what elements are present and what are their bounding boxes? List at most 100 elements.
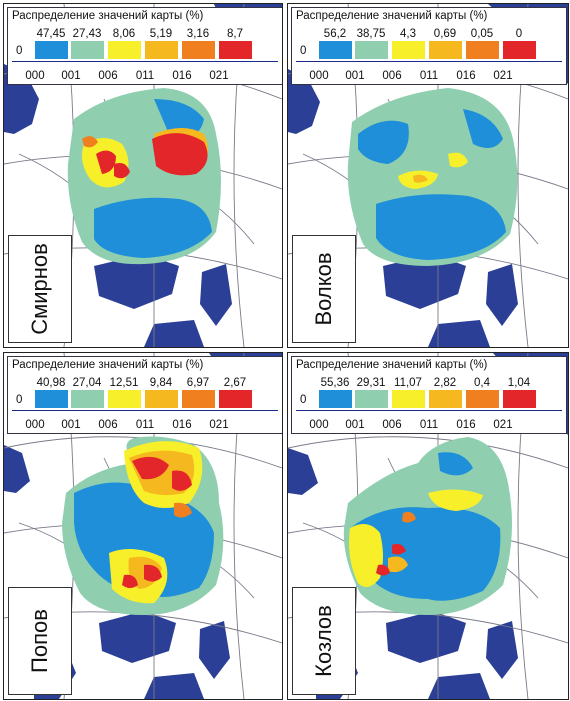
map-name-box: Козлов	[292, 587, 356, 695]
map-name: Козлов	[311, 605, 336, 677]
legend-zero-value: 0	[16, 45, 23, 57]
value-field	[347, 88, 518, 266]
legend-value: 2,82	[433, 377, 457, 389]
legend-value: 3,16	[186, 28, 210, 40]
legend-value: 0,4	[474, 377, 490, 389]
legend-value: 6,97	[186, 377, 210, 389]
value-field	[67, 88, 222, 265]
legend-code: 006	[382, 70, 402, 82]
legend-code: 001	[345, 70, 365, 82]
legend-code: 016	[172, 419, 192, 431]
legend-divider	[12, 410, 278, 411]
legend-code: 011	[419, 419, 439, 431]
map-name-box: Попов	[8, 587, 72, 695]
legend: Распределение значений карты (%) 0 55,36…	[291, 356, 567, 434]
map-panel-volkov: Распределение значений карты (%) 0 56,2 …	[287, 3, 569, 348]
legend-code: 001	[61, 70, 81, 82]
legend-swatch-011	[429, 41, 462, 59]
legend-code: 016	[456, 419, 476, 431]
legend-code: 016	[172, 70, 192, 82]
legend-divider	[296, 410, 562, 411]
legend-title: Распределение значений карты (%)	[296, 359, 488, 371]
value-field	[62, 436, 224, 615]
map-name-box: Смирнов	[8, 235, 72, 343]
legend-swatch-011	[145, 41, 178, 59]
map-panel-kozlov: Распределение значений карты (%) 0 55,36…	[287, 352, 569, 700]
legend-swatch-000	[319, 41, 352, 59]
legend-value: 0,05	[470, 28, 494, 40]
legend-value: 1,04	[507, 377, 531, 389]
legend-code: 001	[61, 419, 81, 431]
legend-code: 011	[419, 70, 439, 82]
legend-swatch-006	[108, 390, 141, 408]
legend-code: 000	[309, 70, 329, 82]
legend-swatch-011	[145, 390, 178, 408]
legend-zero-value: 0	[300, 45, 307, 57]
legend-title: Распределение значений карты (%)	[12, 359, 204, 371]
legend-swatch-001	[71, 390, 104, 408]
map-panel-popov: Распределение значений карты (%) 0 40,98…	[3, 352, 283, 700]
legend-swatch-021	[503, 390, 536, 408]
legend-code: 001	[345, 419, 365, 431]
legend-swatch-006	[392, 41, 425, 59]
legend-value: 9,84	[149, 377, 173, 389]
map-name: Волков	[311, 252, 336, 326]
legend-value: 27,43	[72, 28, 102, 40]
legend-swatch-011	[429, 390, 462, 408]
legend-value: 11,07	[394, 377, 422, 389]
legend-value: 5,19	[149, 28, 173, 40]
legend-value: 47,45	[36, 28, 66, 40]
legend-swatch-016	[182, 41, 215, 59]
legend-code: 006	[382, 419, 402, 431]
legend-swatch-016	[466, 41, 499, 59]
legend-swatch-000	[35, 390, 68, 408]
legend-code: 021	[493, 70, 513, 82]
map-name: Попов	[27, 609, 52, 673]
map-name: Смирнов	[27, 243, 52, 335]
legend-value: 8,06	[112, 28, 136, 40]
legend-code: 006	[98, 419, 118, 431]
legend: Распределение значений карты (%) 0 40,98…	[7, 356, 282, 434]
legend-value: 12,51	[109, 377, 139, 389]
legend-value: 2,67	[223, 377, 247, 389]
legend-value: 55,36	[320, 377, 350, 389]
legend-zero-value: 0	[300, 394, 307, 406]
legend-title: Распределение значений карты (%)	[12, 10, 204, 22]
legend-code: 000	[25, 70, 45, 82]
legend-code: 011	[135, 419, 155, 431]
legend-value: 27,04	[72, 377, 102, 389]
legend-zero-value: 0	[16, 394, 23, 406]
legend-divider	[12, 61, 278, 62]
legend-value: 8,7	[227, 28, 243, 40]
legend-swatch-016	[182, 390, 215, 408]
legend-code: 016	[456, 70, 476, 82]
value-field	[343, 437, 512, 615]
legend-divider	[296, 61, 562, 62]
legend-swatch-021	[219, 41, 252, 59]
legend-code: 021	[209, 419, 229, 431]
legend-code: 011	[135, 70, 155, 82]
legend-swatch-001	[355, 41, 388, 59]
legend-swatch-021	[219, 390, 252, 408]
legend-value: 4,3	[400, 28, 416, 40]
legend-title: Распределение значений карты (%)	[296, 10, 488, 22]
legend-code: 000	[25, 419, 45, 431]
legend-code: 021	[209, 70, 229, 82]
map-panel-smirnov: Распределение значений карты (%) 0 47,45…	[3, 3, 283, 348]
legend-code: 000	[309, 419, 329, 431]
legend-swatch-006	[392, 390, 425, 408]
legend-value: 38,75	[356, 28, 386, 40]
legend-swatch-001	[355, 390, 388, 408]
legend-swatch-000	[319, 390, 352, 408]
legend-swatch-001	[71, 41, 104, 59]
legend-value: 40,98	[36, 377, 66, 389]
legend-value: 29,31	[356, 377, 386, 389]
legend-swatch-021	[503, 41, 536, 59]
map-name-box: Волков	[292, 235, 356, 343]
legend-swatch-016	[466, 390, 499, 408]
legend-code: 021	[493, 419, 513, 431]
legend: Распределение значений карты (%) 0 47,45…	[7, 7, 282, 85]
legend-code: 006	[98, 70, 118, 82]
legend-value: 0,69	[433, 28, 457, 40]
legend-value: 0	[515, 28, 523, 40]
